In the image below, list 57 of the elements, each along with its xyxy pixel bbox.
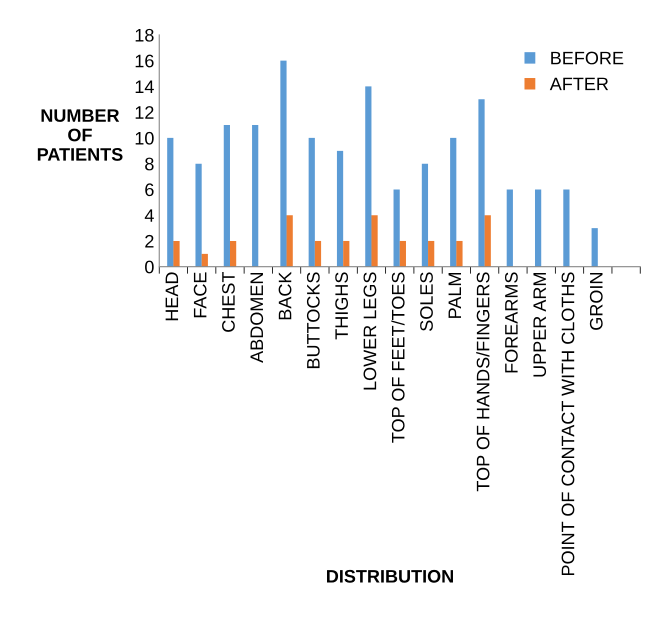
bar xyxy=(308,138,315,267)
bar xyxy=(195,164,202,267)
x-tick-label: TOP OF HANDS/FINGERS xyxy=(476,272,490,492)
bar xyxy=(450,138,456,267)
bar xyxy=(173,240,180,267)
bar xyxy=(230,240,236,267)
x-tick-label: BACK xyxy=(278,272,292,320)
x-tick-label: TOP OF FEET/TOES xyxy=(391,272,405,443)
y-tick-label: 4 xyxy=(144,209,154,222)
x-tick-label: GROIN xyxy=(590,273,603,330)
bar xyxy=(563,189,570,267)
x-tick-label: UPPER ARM xyxy=(533,273,546,377)
y-tick-label: 14 xyxy=(136,80,154,93)
bar xyxy=(280,60,287,267)
bar xyxy=(456,240,463,267)
bar xyxy=(314,240,322,267)
y-tick-label: 2 xyxy=(145,234,154,248)
bar xyxy=(506,189,513,267)
bar xyxy=(592,228,598,267)
y-tick-label: 16 xyxy=(136,54,154,68)
x-tick-label: FACE xyxy=(194,272,207,318)
bar xyxy=(336,150,344,267)
bar xyxy=(202,254,208,267)
x-tick-label: FOREARMS xyxy=(504,272,518,372)
bar xyxy=(365,86,372,267)
y-tick-label: 10 xyxy=(136,132,154,145)
legend-label: BEFORE xyxy=(551,52,624,64)
x-axis-title: DISTRIBUTION xyxy=(327,570,453,583)
bar xyxy=(534,189,542,267)
x-tick-label: CHEST xyxy=(222,272,235,332)
bar xyxy=(484,215,491,267)
legend-label: AFTER xyxy=(550,78,608,90)
bar xyxy=(394,189,400,267)
bar xyxy=(428,240,434,267)
x-tick-label: LOWER LEGS xyxy=(364,272,376,390)
y-tick-label: 18 xyxy=(136,28,154,42)
x-tick-label: HEAD xyxy=(166,272,178,320)
bar xyxy=(371,215,378,267)
bar xyxy=(422,164,428,267)
y-axis-title: NUMBER OF PATIENTS xyxy=(38,109,123,161)
bar xyxy=(286,215,293,267)
x-tick-label: PALM xyxy=(448,273,462,318)
x-tick-label: THIGHS xyxy=(335,272,348,340)
y-tick-label: 8 xyxy=(145,158,154,170)
x-tick-label: ABDOMEN xyxy=(250,273,264,363)
bar xyxy=(167,138,174,267)
bar xyxy=(224,125,230,267)
x-tick-label: SOLES xyxy=(420,272,433,331)
y-tick-label: 6 xyxy=(145,183,154,196)
bar xyxy=(252,125,258,267)
bar xyxy=(478,99,485,267)
x-tick-label: BUTTOCKS xyxy=(306,272,320,368)
bar xyxy=(343,240,350,267)
y-tick-label: 12 xyxy=(136,106,154,119)
bar xyxy=(400,240,406,267)
y-tick-label: 0 xyxy=(145,260,154,274)
x-tick-label: POINT OF CONTACT WITH CLOTHS xyxy=(562,272,574,576)
